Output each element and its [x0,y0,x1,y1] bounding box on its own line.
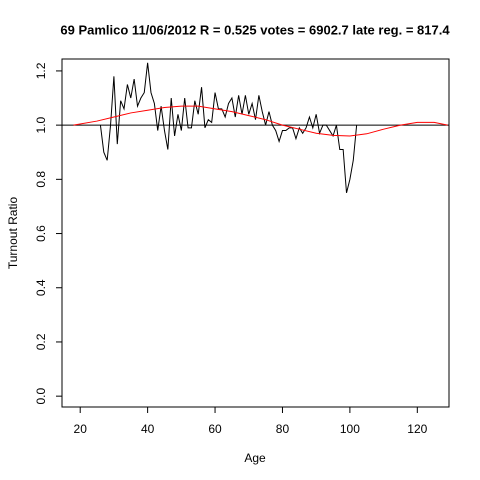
x-tick-label: 100 [340,422,360,436]
x-tick-label: 20 [74,422,88,436]
x-tick-label: 80 [276,422,290,436]
x-axis-label: Age [244,451,266,465]
y-tick-label: 1.0 [34,116,48,133]
y-tick-label: 0.8 [34,171,48,188]
plot-frame [61,58,450,408]
y-tick-label: 1.2 [34,62,48,79]
y-tick-label: 0.2 [34,333,48,350]
data-line [99,62,358,194]
x-tick-label: 120 [407,422,427,436]
y-axis-label: Turnout Ratio [6,197,20,270]
x-tick-label: 40 [141,422,155,436]
y-tick-label: 0.6 [34,225,48,242]
y-tick-label: 0.4 [34,279,48,296]
data-line [73,105,448,137]
chart-title: 69 Pamlico 11/06/2012 R = 0.525 votes = … [60,22,450,37]
y-tick-label: 0.0 [34,387,48,404]
x-tick-label: 60 [208,422,222,436]
